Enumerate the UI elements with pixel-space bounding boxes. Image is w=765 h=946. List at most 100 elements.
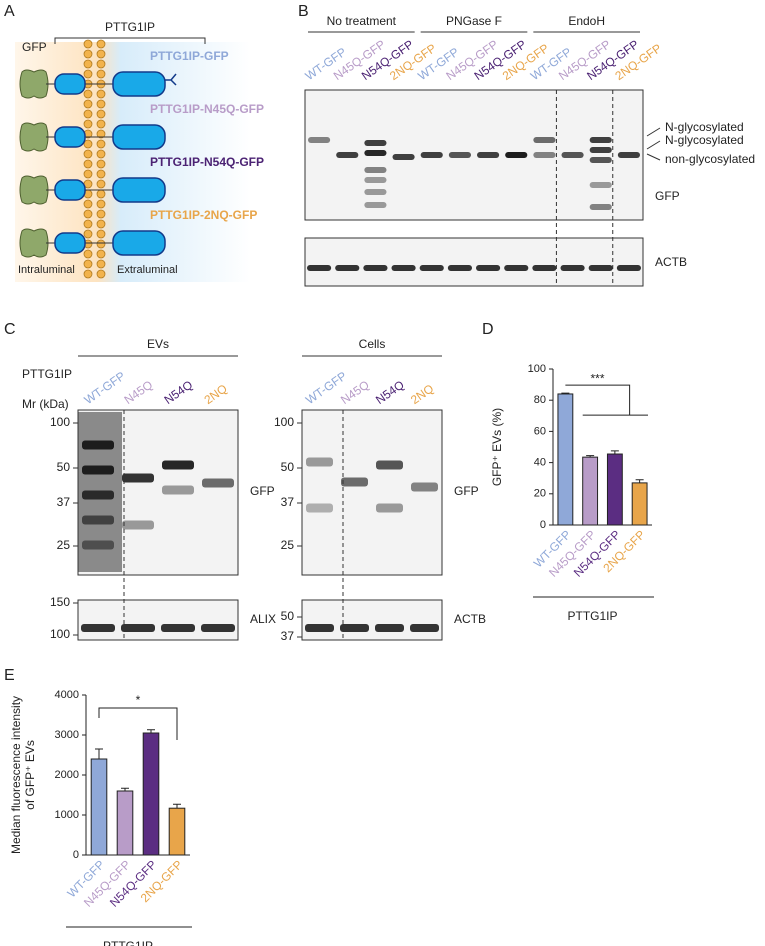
marker-label: 37 xyxy=(57,495,71,509)
panel-label: C xyxy=(4,321,16,338)
band xyxy=(561,152,584,158)
band xyxy=(376,460,403,470)
band-label: non-glycosylated xyxy=(665,152,755,166)
band xyxy=(589,157,612,163)
treatment-label: EndoH xyxy=(568,14,605,28)
band-pointer xyxy=(646,140,661,150)
lipid xyxy=(83,139,93,149)
error-bar xyxy=(147,729,155,733)
band xyxy=(504,265,529,271)
error-bar xyxy=(173,803,181,809)
lipid xyxy=(96,269,106,279)
y-tick-label: 20 xyxy=(534,488,546,500)
error-bar xyxy=(121,787,129,791)
domain xyxy=(54,126,86,148)
lipid xyxy=(96,199,106,209)
band xyxy=(122,473,154,483)
marker-label: 50 xyxy=(57,460,71,474)
marker-label: 100 xyxy=(50,415,70,429)
lipid xyxy=(96,209,106,219)
lipid xyxy=(96,109,106,119)
blot xyxy=(304,89,644,221)
marker-label: 50 xyxy=(281,460,295,474)
protein-label: PTTG1IP xyxy=(105,20,155,34)
construct-label: PTTG1IP-2NQ-GFP xyxy=(150,208,257,222)
band xyxy=(419,265,444,271)
band xyxy=(335,265,360,271)
lipid xyxy=(96,49,106,59)
y-tick-label: 80 xyxy=(534,394,546,406)
band xyxy=(375,624,404,632)
bar xyxy=(557,393,574,526)
glycan xyxy=(165,73,177,86)
lipid xyxy=(96,89,106,99)
construct-label: PTTG1IP-N54Q-GFP xyxy=(150,155,264,169)
band xyxy=(448,152,471,158)
blot xyxy=(301,599,443,641)
blot-label: ALIX xyxy=(250,612,276,626)
lipid xyxy=(96,189,106,199)
y-axis-label: Median fluorescence intensity xyxy=(9,696,23,854)
marker-label: 100 xyxy=(274,415,294,429)
band xyxy=(420,152,443,158)
mr-label: Mr (kDa) xyxy=(22,397,69,411)
lipid xyxy=(83,269,93,279)
bar xyxy=(116,790,134,856)
band xyxy=(306,503,333,513)
significance-bracket xyxy=(565,384,648,416)
gfp-label: GFP xyxy=(22,40,47,54)
bar xyxy=(631,482,648,526)
significance-label: * xyxy=(136,693,141,707)
lipid xyxy=(83,89,93,99)
lipid xyxy=(83,69,93,79)
bar xyxy=(168,807,186,856)
error-bar xyxy=(610,450,619,455)
lipid xyxy=(96,149,106,159)
construct-label: PTTG1IP-GFP xyxy=(150,49,229,63)
band xyxy=(121,624,155,632)
lipid xyxy=(83,229,93,239)
lipid xyxy=(83,169,93,179)
band xyxy=(364,150,387,156)
marker-label: 100 xyxy=(50,627,70,641)
band-label: N-glycosylated xyxy=(665,133,744,147)
lipid xyxy=(96,139,106,149)
band xyxy=(82,515,114,525)
x-axis-label: PTTG1IP xyxy=(567,609,617,623)
blot-label: GFP xyxy=(250,484,275,498)
band xyxy=(162,485,194,495)
band-pointer xyxy=(646,153,661,161)
bracket xyxy=(54,37,206,44)
marker-label: 150 xyxy=(50,595,70,609)
band xyxy=(589,182,612,188)
domain xyxy=(54,179,86,201)
marker-label: 25 xyxy=(57,538,71,552)
lane-label: WT-GFP xyxy=(82,369,128,407)
band xyxy=(341,477,368,487)
lipid xyxy=(83,49,93,59)
band xyxy=(364,177,387,183)
band xyxy=(308,137,331,143)
group-title: Cells xyxy=(359,337,386,351)
lipid xyxy=(83,99,93,109)
gfp-shape xyxy=(19,175,49,205)
band xyxy=(82,490,114,500)
band xyxy=(364,140,387,146)
y-tick-label: 40 xyxy=(534,457,546,469)
band xyxy=(560,265,585,271)
band-pointer xyxy=(646,127,661,137)
lipid xyxy=(96,129,106,139)
domain xyxy=(54,232,86,254)
lipid xyxy=(96,259,106,269)
panel-label: A xyxy=(4,3,15,20)
intraluminal-label: Intraluminal xyxy=(18,264,75,276)
treatment-label: No treatment xyxy=(327,14,397,28)
lipid xyxy=(96,229,106,239)
bar xyxy=(90,758,108,856)
y-tick-label: 60 xyxy=(534,425,546,437)
band xyxy=(364,189,387,195)
lipid xyxy=(96,249,106,259)
band xyxy=(202,478,234,488)
band xyxy=(122,520,154,530)
